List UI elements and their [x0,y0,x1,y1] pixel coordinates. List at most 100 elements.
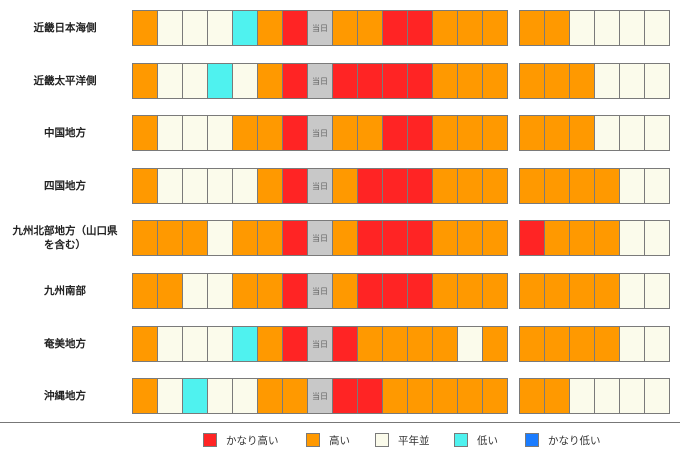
legend-item-high: 高い [306,432,350,448]
forecast-cell [232,10,258,46]
forecast-cell [332,326,358,362]
weekly-forecast-cell [594,115,620,151]
legend-item-very-low: かなり低い [525,432,601,448]
forecast-cell [407,115,433,151]
forecast-cell [457,273,483,309]
forecast-cell [332,63,358,99]
forecast-cell [282,378,308,414]
forecast-cell [482,220,508,256]
forecast-cell [257,273,283,309]
forecast-cell [407,63,433,99]
weekly-forecast-cell [519,10,545,46]
forecast-cell [157,63,183,99]
forecast-cell [257,220,283,256]
forecast-cell [207,10,233,46]
weekly-forecast-cell [644,378,670,414]
weekly-forecast-cell [619,63,645,99]
forecast-cell [132,378,158,414]
forecast-cell [157,115,183,151]
forecast-cell [482,63,508,99]
forecast-cell [407,326,433,362]
legend-swatch [375,433,389,447]
forecast-cell [157,378,183,414]
forecast-cell [382,378,408,414]
forecast-cell [182,10,208,46]
weekly-forecast-cell [644,115,670,151]
forecast-cell [457,326,483,362]
today-cell: 当日 [307,115,333,151]
weekly-forecast-cell [519,168,545,204]
legend-item-low: 低い [454,432,498,448]
forecast-cell [232,115,258,151]
forecast-cell [357,10,383,46]
forecast-cell [157,10,183,46]
forecast-cell [357,115,383,151]
weekly-forecast-cell [544,115,570,151]
weekly-forecast-cell [544,273,570,309]
forecast-cell [207,273,233,309]
forecast-cell [157,168,183,204]
legend-item-normal: 平年並 [375,432,430,448]
weekly-forecast-cell [544,326,570,362]
weekly-forecast-cell [644,326,670,362]
weekly-forecast-cell [569,10,595,46]
forecast-cell [432,115,458,151]
legend-label: 低い [477,434,498,447]
forecast-cell [382,63,408,99]
forecast-cell [457,63,483,99]
forecast-cell [282,63,308,99]
legend-swatch [454,433,468,447]
forecast-cell [207,168,233,204]
forecast-cell [207,63,233,99]
forecast-cell [432,10,458,46]
weekly-forecast-cell [519,273,545,309]
forecast-cell [132,326,158,362]
weekly-forecast-cell [569,220,595,256]
forecast-cell [207,115,233,151]
forecast-cell [382,326,408,362]
forecast-cell [432,168,458,204]
region-label: 沖縄地方 [44,390,86,402]
forecast-cell [157,326,183,362]
forecast-cell [482,10,508,46]
forecast-cell [332,220,358,256]
forecast-cell [457,220,483,256]
forecast-cell [182,63,208,99]
weekly-forecast-cell [519,63,545,99]
weekly-forecast-cell [619,10,645,46]
forecast-cell [357,168,383,204]
forecast-cell [457,10,483,46]
forecast-cell [132,10,158,46]
forecast-cell [182,168,208,204]
weekly-forecast-cell [644,63,670,99]
forecast-cell [282,168,308,204]
forecast-cell [132,220,158,256]
region-label: 九州南部 [44,285,86,297]
legend-swatch [525,433,539,447]
forecast-cell [432,273,458,309]
legend-label: 平年並 [398,434,430,447]
forecast-cell [432,63,458,99]
region-label: 九州北部地方（山口県 を含む） [12,225,118,251]
region-label: 近畿日本海側 [33,22,97,34]
today-cell: 当日 [307,10,333,46]
forecast-cell [332,115,358,151]
forecast-cell [257,115,283,151]
today-cell: 当日 [307,326,333,362]
weekly-forecast-cell [619,378,645,414]
weekly-forecast-cell [594,10,620,46]
weekly-forecast-cell [519,115,545,151]
weekly-forecast-cell [544,378,570,414]
forecast-cell [157,220,183,256]
weekly-forecast-cell [594,273,620,309]
forecast-cell [257,168,283,204]
legend-swatch [306,433,320,447]
forecast-cell [282,273,308,309]
forecast-cell [132,168,158,204]
forecast-cell [182,273,208,309]
forecast-cell [232,273,258,309]
forecast-cell [257,326,283,362]
weekly-forecast-cell [594,220,620,256]
forecast-cell [357,63,383,99]
